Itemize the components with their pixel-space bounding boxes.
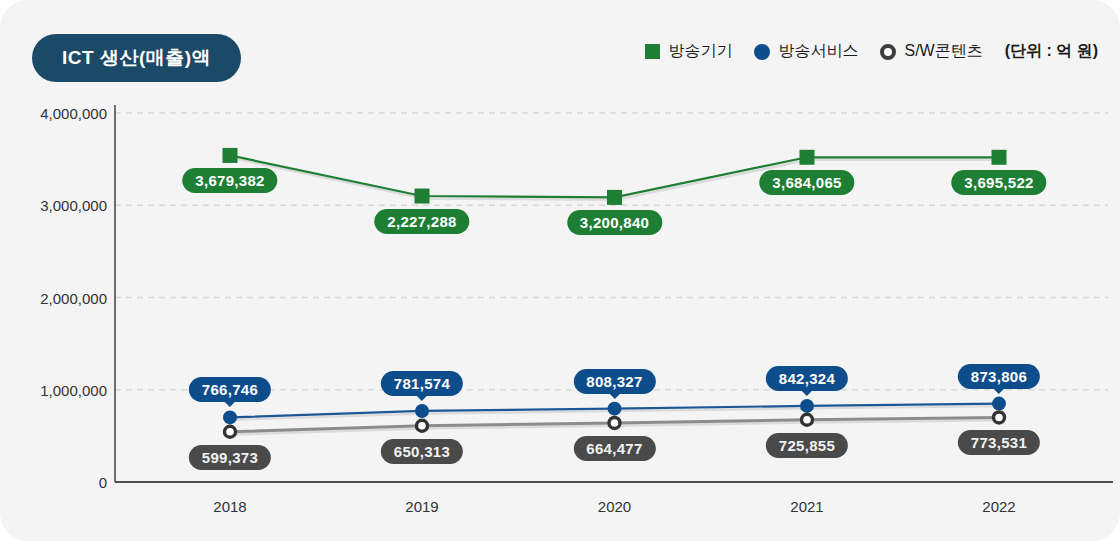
chart-card: ICT 생산(매출)액 방송기기방송서비스S/W콘텐츠(단위 : 억 원) 01… (0, 0, 1120, 541)
marker-circle (608, 402, 622, 416)
marker-ring (994, 412, 1005, 423)
marker-circle (415, 404, 429, 418)
marker-square (607, 190, 622, 205)
marker-square (992, 150, 1007, 165)
marker-circle (223, 410, 237, 424)
marker-square (415, 189, 430, 204)
chart-plot-svg (0, 0, 1120, 541)
marker-ring (417, 420, 428, 431)
marker-ring (609, 417, 620, 428)
marker-ring (225, 426, 236, 437)
marker-square (223, 148, 238, 163)
marker-ring (802, 414, 813, 425)
marker-square (800, 150, 815, 165)
marker-circle (992, 397, 1006, 411)
marker-circle (800, 399, 814, 413)
